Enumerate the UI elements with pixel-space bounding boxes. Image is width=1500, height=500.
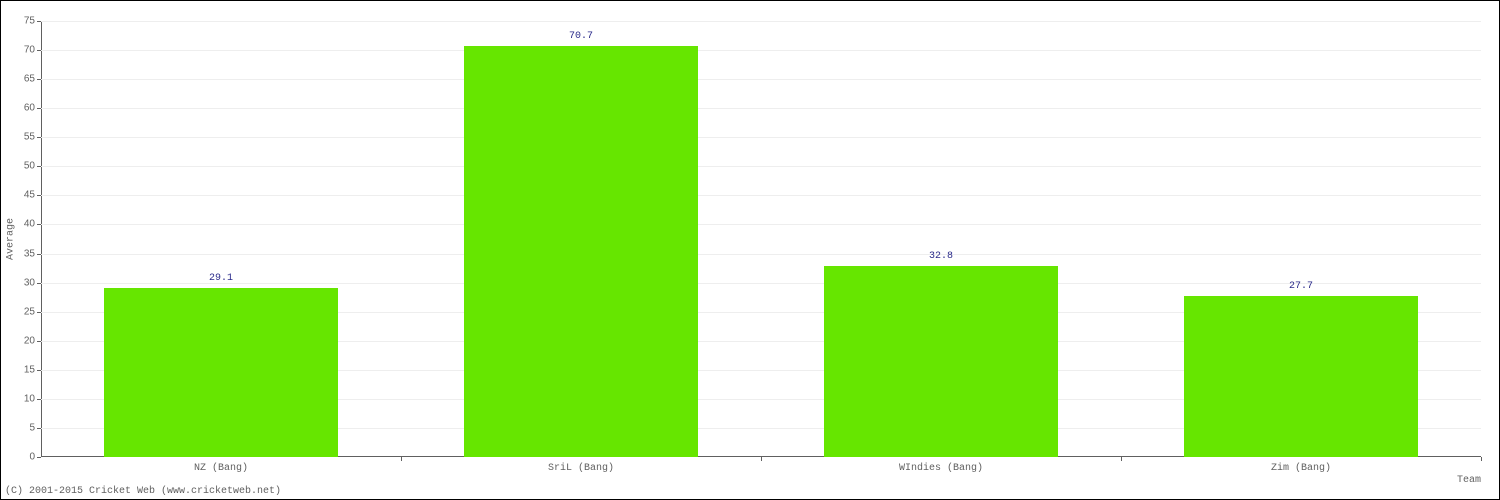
y-tick-label: 15 xyxy=(24,364,41,375)
x-tick-mark xyxy=(761,457,762,461)
gridline xyxy=(41,108,1481,109)
y-tick-label: 10 xyxy=(24,393,41,404)
x-tick-mark xyxy=(1481,457,1482,461)
y-tick-label: 70 xyxy=(24,45,41,56)
gridline xyxy=(41,254,1481,255)
x-tick-mark xyxy=(401,457,402,461)
x-axis-label: Team xyxy=(1457,457,1481,486)
y-tick-label: 40 xyxy=(24,219,41,230)
x-tick-label: NZ (Bang) xyxy=(194,457,248,474)
x-tick-label: WIndies (Bang) xyxy=(899,457,983,474)
y-tick-label: 60 xyxy=(24,103,41,114)
bar: 27.7 xyxy=(1184,296,1418,457)
bar: 70.7 xyxy=(464,46,698,457)
bar-value-label: 32.8 xyxy=(929,251,953,266)
y-tick-label: 20 xyxy=(24,335,41,346)
gridline xyxy=(41,283,1481,284)
bar-value-label: 29.1 xyxy=(209,273,233,288)
y-axis-label: Average xyxy=(6,218,17,260)
gridline xyxy=(41,195,1481,196)
y-tick-label: 5 xyxy=(29,422,41,433)
plot-area: Average Team 051015202530354045505560657… xyxy=(41,21,1481,457)
y-axis-line xyxy=(41,21,42,457)
copyright-text: (C) 2001-2015 Cricket Web (www.cricketwe… xyxy=(5,486,281,497)
gridline xyxy=(41,79,1481,80)
x-tick-label: SriL (Bang) xyxy=(548,457,614,474)
bar-value-label: 27.7 xyxy=(1289,281,1313,296)
y-tick-label: 0 xyxy=(29,452,41,463)
y-tick-label: 30 xyxy=(24,277,41,288)
x-tick-mark xyxy=(1121,457,1122,461)
gridline xyxy=(41,224,1481,225)
x-tick-label: Zim (Bang) xyxy=(1271,457,1331,474)
y-tick-label: 55 xyxy=(24,132,41,143)
y-tick-label: 75 xyxy=(24,16,41,27)
chart-container: Average Team 0 5 10 15 20 25 30 35 40 45 50 55 60 65 7… xyxy=(0,0,1500,500)
gridline xyxy=(41,21,1481,22)
gridline xyxy=(41,50,1481,51)
y-tick-label: 45 xyxy=(24,190,41,201)
y-tick-label: 25 xyxy=(24,306,41,317)
gridline xyxy=(41,166,1481,167)
y-tick-label: 35 xyxy=(24,248,41,259)
bar-value-label: 70.7 xyxy=(569,31,593,46)
gridline xyxy=(41,137,1481,138)
bar: 32.8 xyxy=(824,266,1058,457)
bar: 29.1 xyxy=(104,288,338,457)
y-tick-label: 50 xyxy=(24,161,41,172)
y-tick-label: 65 xyxy=(24,74,41,85)
